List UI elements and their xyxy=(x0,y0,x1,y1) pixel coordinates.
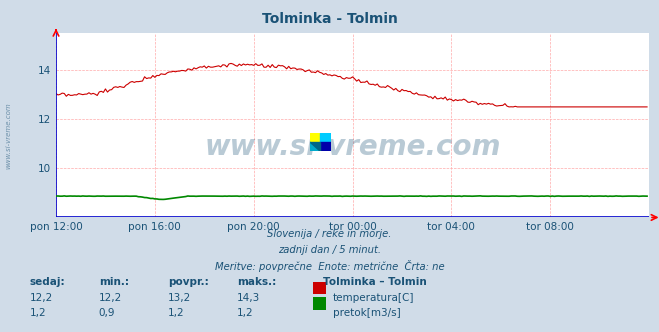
Bar xyxy=(320,142,331,151)
Text: 1,2: 1,2 xyxy=(168,308,185,318)
Text: 0,9: 0,9 xyxy=(99,308,115,318)
Text: Meritve: povprečne  Enote: metrične  Črta: ne: Meritve: povprečne Enote: metrične Črta:… xyxy=(215,260,444,272)
Polygon shape xyxy=(310,142,320,151)
Text: povpr.:: povpr.: xyxy=(168,277,209,287)
Polygon shape xyxy=(310,142,320,151)
Text: 12,2: 12,2 xyxy=(99,293,122,303)
Text: Slovenija / reke in morje.: Slovenija / reke in morje. xyxy=(268,229,391,239)
Text: temperatura[C]: temperatura[C] xyxy=(333,293,415,303)
Text: 12,2: 12,2 xyxy=(30,293,53,303)
Text: Tolminka – Tolmin: Tolminka – Tolmin xyxy=(323,277,426,287)
Text: pretok[m3/s]: pretok[m3/s] xyxy=(333,308,401,318)
Text: 1,2: 1,2 xyxy=(30,308,46,318)
Text: 13,2: 13,2 xyxy=(168,293,191,303)
Text: www.si-vreme.com: www.si-vreme.com xyxy=(5,103,11,170)
Text: zadnji dan / 5 minut.: zadnji dan / 5 minut. xyxy=(278,245,381,255)
Text: 1,2: 1,2 xyxy=(237,308,254,318)
Text: maks.:: maks.: xyxy=(237,277,277,287)
Text: Tolminka - Tolmin: Tolminka - Tolmin xyxy=(262,12,397,26)
Bar xyxy=(310,133,320,142)
Bar xyxy=(320,133,331,142)
Text: 14,3: 14,3 xyxy=(237,293,260,303)
Text: sedaj:: sedaj: xyxy=(30,277,65,287)
Text: www.si-vreme.com: www.si-vreme.com xyxy=(204,133,501,161)
Text: min.:: min.: xyxy=(99,277,129,287)
